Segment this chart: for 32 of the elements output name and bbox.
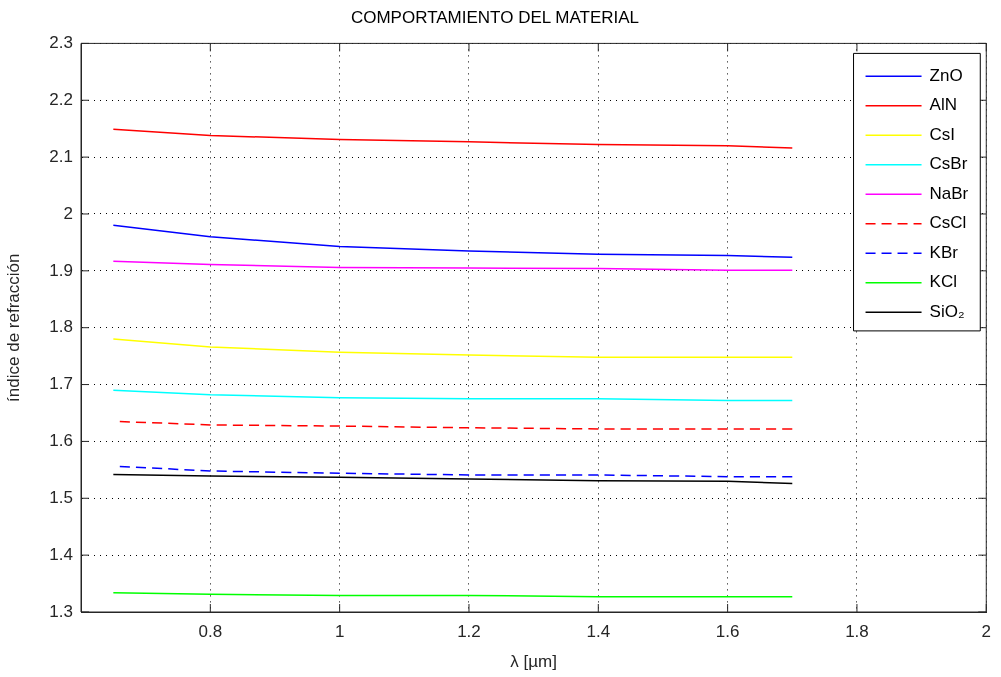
y-tick-label: 2.2 bbox=[49, 89, 73, 109]
x-tick-label: 1 bbox=[334, 621, 345, 641]
y-tick-label: 2 bbox=[63, 203, 73, 223]
y-tick-label: 1.6 bbox=[49, 431, 73, 451]
y-tick-label: 1.7 bbox=[49, 374, 73, 394]
legend-label: KCl bbox=[929, 272, 957, 292]
y-axis-title: índice de refracción bbox=[3, 253, 23, 402]
y-tick-label: 1.3 bbox=[49, 601, 73, 621]
y-tick-label: 1.9 bbox=[49, 260, 73, 280]
line-series bbox=[119, 465, 794, 478]
x-tick-label: 0.8 bbox=[198, 621, 223, 641]
legend-label: AlN bbox=[929, 95, 957, 115]
legend-label: KBr bbox=[929, 242, 959, 262]
y-tick-label: 1.5 bbox=[49, 487, 73, 507]
x-tick-label: 2 bbox=[981, 621, 992, 641]
legend-label: ZnO bbox=[929, 65, 963, 85]
x-tick-label: 1.6 bbox=[715, 621, 740, 641]
x-tick-label: 1.4 bbox=[586, 621, 611, 641]
chart-title: COMPORTAMIENTO DEL MATERIAL bbox=[350, 7, 640, 27]
legend-label: NaBr bbox=[929, 183, 969, 203]
legend-label: CsBr bbox=[929, 154, 968, 174]
legend-label: CsCl bbox=[929, 213, 967, 233]
line-series bbox=[119, 420, 794, 430]
legend-label: CsI bbox=[929, 124, 956, 144]
x-tick-label: 1.8 bbox=[845, 621, 869, 641]
y-tick-label: 1.8 bbox=[49, 317, 73, 337]
x-axis-title: λ [µm] bbox=[510, 652, 557, 672]
y-tick-label: 2.3 bbox=[49, 33, 73, 53]
y-tick-label: 1.4 bbox=[49, 544, 73, 564]
legend-label: SiO₂ bbox=[929, 301, 965, 321]
y-tick-label: 2.1 bbox=[49, 146, 73, 166]
x-tick-label: 1.2 bbox=[457, 621, 481, 641]
